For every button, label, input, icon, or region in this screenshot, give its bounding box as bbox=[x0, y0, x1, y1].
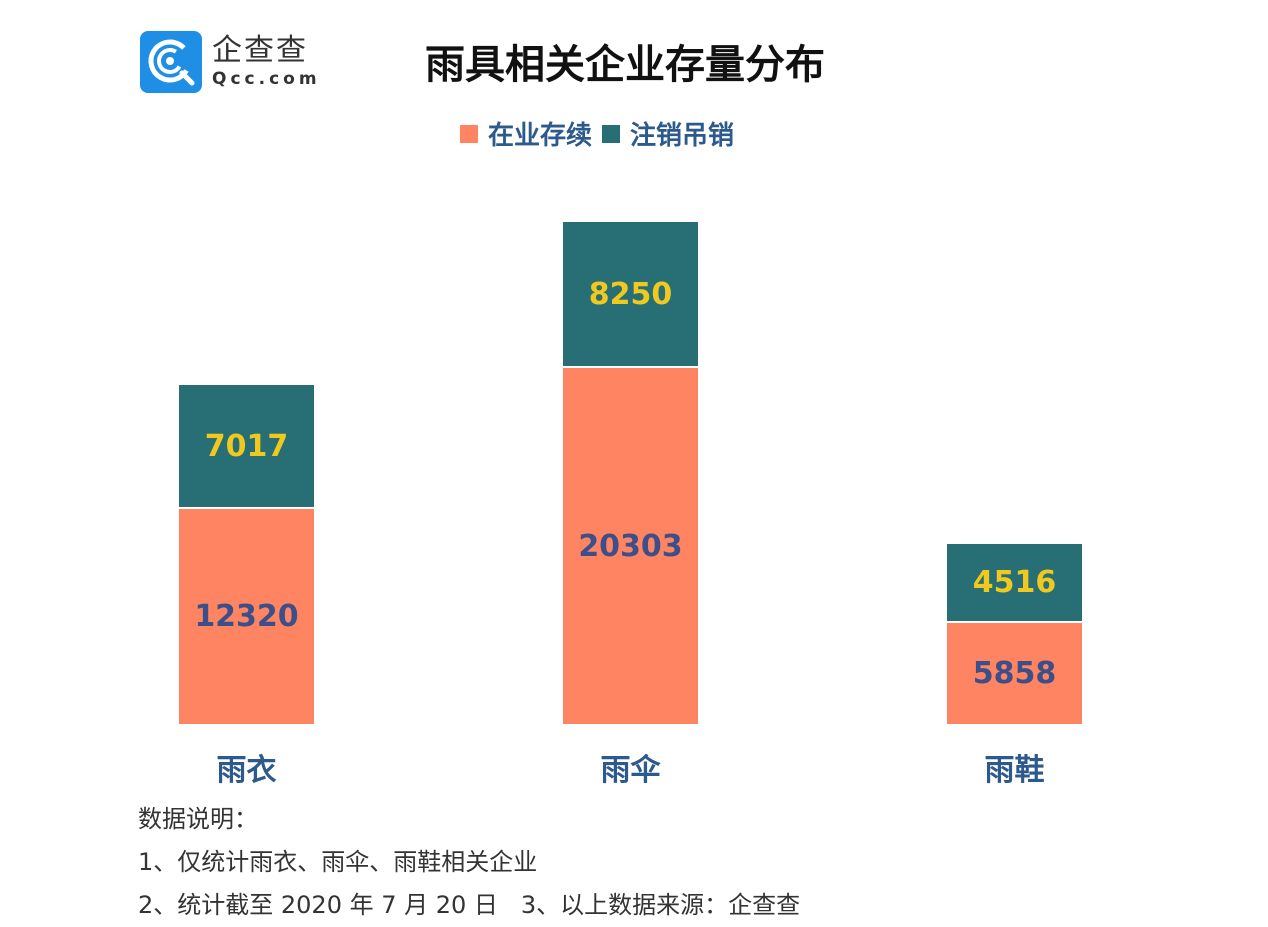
logo-cn-text: 企查查 bbox=[212, 33, 308, 68]
legend-swatch-cancel bbox=[602, 124, 621, 143]
category-label: 雨伞 bbox=[600, 753, 661, 788]
data-notes: 数据说明： 1、仅统计雨衣、雨伞、雨鞋相关企业 2、统计截至 2020 年 7 … bbox=[138, 798, 800, 927]
bar-segment-cancel: 4516 bbox=[947, 544, 1082, 621]
logo-en-text: Qcc.com bbox=[212, 69, 321, 89]
legend-label-active: 在业存续 bbox=[488, 121, 593, 151]
category-label: 雨鞋 bbox=[984, 753, 1045, 788]
notes-heading: 数据说明： bbox=[138, 805, 258, 833]
chart-title: 雨具相关企业存量分布 bbox=[425, 42, 825, 88]
bar-segment-active: 12320 bbox=[179, 509, 314, 724]
category-label: 雨衣 bbox=[216, 753, 277, 788]
bar-segment-active: 5858 bbox=[947, 623, 1082, 724]
qcc-logo-icon bbox=[140, 31, 202, 93]
bar-segment-active: 20303 bbox=[563, 368, 698, 724]
legend: 在业存续 注销吊销 bbox=[460, 115, 744, 152]
legend-item-cancel: 注销吊销 bbox=[602, 115, 734, 152]
notes-line-2: 2、统计截至 2020 年 7 月 20 日 3、以上数据来源：企查查 bbox=[138, 891, 801, 919]
legend-item-active: 在业存续 bbox=[460, 115, 592, 152]
bar-segment-cancel: 7017 bbox=[179, 385, 314, 507]
notes-line-1: 1、仅统计雨衣、雨伞、雨鞋相关企业 bbox=[138, 848, 538, 876]
bar-umbrella: 8250 20303 bbox=[563, 222, 698, 724]
bar-raincoat: 7017 12320 bbox=[179, 385, 314, 724]
legend-swatch-active bbox=[460, 124, 478, 143]
bar-rainboots: 4516 5858 bbox=[947, 544, 1082, 724]
legend-label-cancel: 注销吊销 bbox=[630, 121, 735, 151]
bar-segment-cancel: 8250 bbox=[563, 222, 698, 366]
qcc-logo: 企查查 Qcc.com bbox=[140, 31, 321, 93]
